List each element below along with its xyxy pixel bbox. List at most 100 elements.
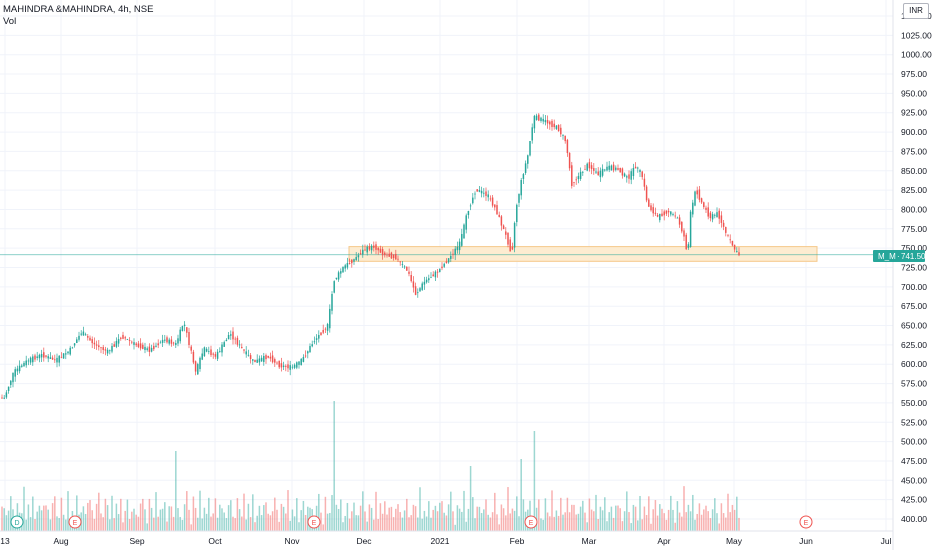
candle-body <box>544 120 547 123</box>
candle-body <box>234 338 236 340</box>
candle-body <box>599 170 602 178</box>
candle-body <box>326 324 329 331</box>
candle-body <box>245 351 247 355</box>
price-tick-label: 575.00 <box>901 379 927 389</box>
volume-bar <box>122 522 124 531</box>
volume-bar <box>120 498 122 531</box>
support-zone <box>348 246 818 262</box>
candle-body <box>302 357 305 362</box>
volume-bar <box>260 515 263 531</box>
time-axis[interactable]: 13 Aug Sep Oct Nov Dec 2021 Feb Mar Apr May Jun Jul <box>0 536 891 546</box>
volume-bar <box>348 518 351 531</box>
marker-circle <box>10 515 24 529</box>
candle-body <box>628 174 630 179</box>
price-tick-label: 550.00 <box>901 398 927 408</box>
candle-body <box>128 340 131 341</box>
volume-bar <box>687 504 690 531</box>
candle-body <box>3 397 5 399</box>
candle-body <box>531 127 533 141</box>
volume-bars <box>1 401 740 531</box>
candle-body <box>573 182 575 183</box>
currency-button[interactable]: INR <box>903 3 929 19</box>
time-tick-label: Sep <box>129 536 144 546</box>
candle-body <box>597 171 599 176</box>
volume-bar <box>263 505 265 531</box>
candle-body <box>216 351 219 359</box>
volume-bar <box>320 512 322 531</box>
volume-bar <box>139 503 142 531</box>
candle-body <box>91 339 93 344</box>
candle-body <box>406 266 408 271</box>
candle-body <box>423 281 426 285</box>
volume-bar <box>43 505 45 531</box>
volume-bar <box>432 509 434 531</box>
candle-body <box>623 173 626 177</box>
volume-bar <box>34 519 36 531</box>
candle-body <box>579 171 582 179</box>
candle-body <box>474 193 476 195</box>
volume-bar <box>117 514 120 531</box>
volume-bar <box>703 509 705 531</box>
volume-bar <box>731 504 734 531</box>
candle-body <box>225 339 228 342</box>
candle-body <box>148 346 151 352</box>
marker-circle <box>307 515 321 529</box>
volume-bar <box>45 505 47 531</box>
volume-bar <box>623 511 626 531</box>
volume-bar <box>326 513 329 531</box>
volume-bar <box>689 511 692 531</box>
volume-bar <box>115 503 118 531</box>
volume-bar <box>634 506 637 531</box>
volume-bar <box>729 512 731 531</box>
candle-body <box>388 253 390 257</box>
candle-body <box>274 359 276 363</box>
price-tick-label: 725.00 <box>901 263 927 273</box>
volume-bar <box>397 504 399 531</box>
volume-bar <box>489 517 492 531</box>
candle-body <box>650 205 652 211</box>
dividend-marker: D <box>10 515 24 529</box>
time-tick-label: Jul <box>881 536 892 546</box>
candle-body <box>177 338 179 344</box>
candle-body <box>344 265 346 269</box>
candle-body <box>436 271 439 273</box>
price-tick-label: 975.00 <box>901 69 927 79</box>
volume-bar <box>65 519 67 531</box>
price-tick-label: 750.00 <box>901 243 927 253</box>
candle-body <box>397 258 399 260</box>
candle-body <box>588 162 591 169</box>
volume-bar <box>293 516 296 531</box>
volume-bar <box>208 497 210 531</box>
volume-bar <box>179 516 181 531</box>
candle-body <box>513 222 516 248</box>
candle-body <box>626 176 628 178</box>
candle-body <box>221 344 223 353</box>
candle-body <box>359 253 362 255</box>
candle-body <box>615 167 617 170</box>
candle-body <box>582 171 584 173</box>
volume-bar <box>452 511 454 531</box>
volume-bar <box>538 499 540 531</box>
volume-bar <box>373 519 375 531</box>
volume-bar <box>599 506 602 531</box>
volume-bar <box>722 513 725 531</box>
time-tick-label: Mar <box>582 536 597 546</box>
candle-body <box>549 121 551 125</box>
price-tick-label: 500.00 <box>901 437 927 447</box>
candle-body <box>564 135 566 142</box>
volume-bar <box>454 524 456 531</box>
volume-bar <box>102 517 104 531</box>
candle-body <box>566 139 569 154</box>
volume-bar <box>32 496 34 531</box>
volume-bar <box>472 497 474 531</box>
volume-bar <box>428 501 430 531</box>
volume-bar <box>584 512 586 531</box>
volume-bar <box>447 504 450 531</box>
price-axis[interactable]: 1050.001025.001000.00975.00950.00925.009… <box>901 11 932 524</box>
volume-bar <box>175 451 177 531</box>
volume-bar <box>337 508 340 531</box>
candle-body <box>285 365 287 367</box>
candle-body <box>386 254 388 256</box>
candle-body <box>432 274 434 277</box>
